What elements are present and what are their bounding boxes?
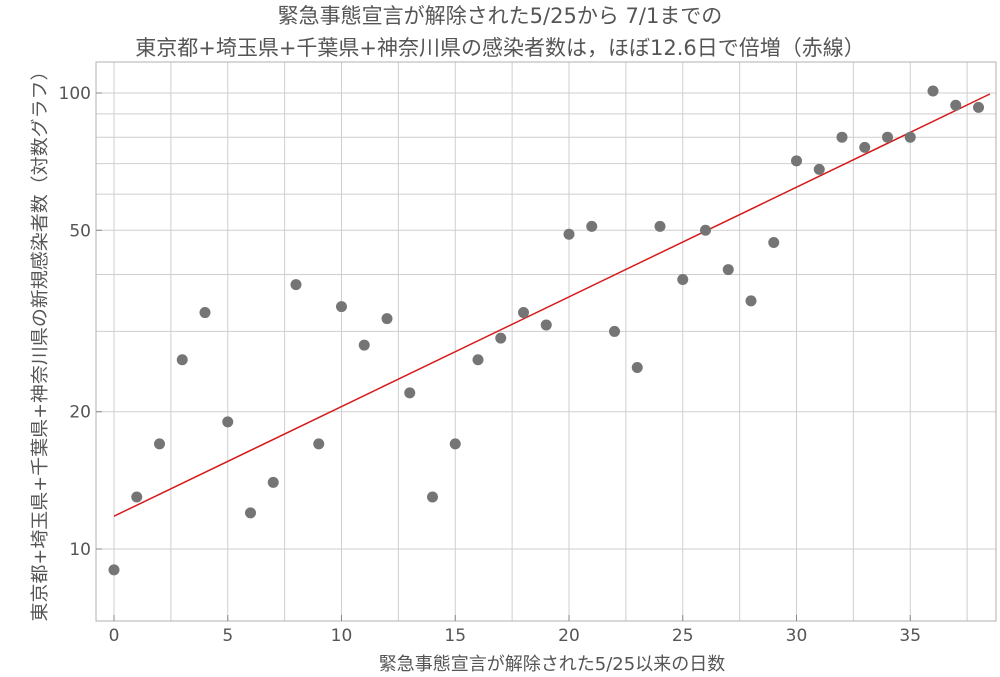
data-point xyxy=(654,220,666,232)
y-tick-label: 50 xyxy=(69,221,91,241)
x-tick-label: 15 xyxy=(444,626,466,646)
axis-ticks: 0 5 10 15 20 25 30 35 10 20 50 100 xyxy=(59,84,922,646)
data-point xyxy=(631,362,643,374)
grid xyxy=(96,62,996,621)
data-point xyxy=(563,228,575,240)
data-point xyxy=(586,220,598,232)
data-point xyxy=(154,438,165,450)
data-point xyxy=(540,319,552,331)
data-point xyxy=(290,279,302,291)
trend-line xyxy=(113,93,991,517)
x-tick-label: 30 xyxy=(786,626,808,646)
x-tick-label: 35 xyxy=(899,626,921,646)
data-point xyxy=(313,438,325,450)
data-point xyxy=(745,295,757,307)
data-point xyxy=(609,325,620,337)
x-tick-label: 10 xyxy=(331,626,353,646)
data-point xyxy=(108,564,120,576)
x-axis-label: 緊急事態宣言が解除された5/25以来の日数 xyxy=(379,654,725,675)
data-point xyxy=(700,224,711,236)
data-point xyxy=(882,131,893,143)
data-point xyxy=(791,155,802,167)
data-point xyxy=(677,273,689,285)
data-point xyxy=(245,507,256,519)
data-point xyxy=(950,99,962,111)
data-point xyxy=(176,354,188,366)
chart-title-line-1: 緊急事態宣言が解除された5/25から 7/1までの xyxy=(277,4,723,28)
data-points xyxy=(108,85,984,576)
data-point xyxy=(927,85,939,97)
data-point xyxy=(859,141,871,153)
y-axis-label: 東京都+埼玉県+千葉県+神奈川県の新規感染者数（対数グラフ） xyxy=(30,62,51,622)
y-tick-label: 10 xyxy=(69,540,91,560)
x-tick-label: 25 xyxy=(672,626,694,646)
data-point xyxy=(768,237,780,249)
data-point xyxy=(472,354,484,366)
data-point xyxy=(404,387,416,399)
y-tick-label: 20 xyxy=(69,403,91,423)
data-point xyxy=(449,438,461,450)
data-point xyxy=(131,491,143,503)
data-point xyxy=(358,339,370,351)
data-point xyxy=(836,131,848,143)
data-point xyxy=(904,131,916,143)
x-tick-label: 0 xyxy=(109,626,120,646)
x-tick-label: 20 xyxy=(558,626,580,646)
data-point xyxy=(518,307,529,319)
data-point xyxy=(427,491,438,503)
y-tick-label: 100 xyxy=(59,84,91,104)
data-point xyxy=(222,416,234,428)
data-point xyxy=(381,313,393,325)
plot-frame xyxy=(95,61,997,622)
data-point xyxy=(813,163,825,175)
data-point xyxy=(722,264,734,276)
data-point xyxy=(336,301,347,313)
data-point xyxy=(495,332,507,344)
chart-title-line-2: 東京都+埼玉県+千葉県+神奈川県の感染者数は，ほぼ12.6日で倍増（赤線） xyxy=(135,36,865,60)
x-tick-label: 5 xyxy=(222,626,233,646)
data-point xyxy=(267,476,279,488)
data-point xyxy=(199,307,211,319)
data-point xyxy=(973,101,984,113)
